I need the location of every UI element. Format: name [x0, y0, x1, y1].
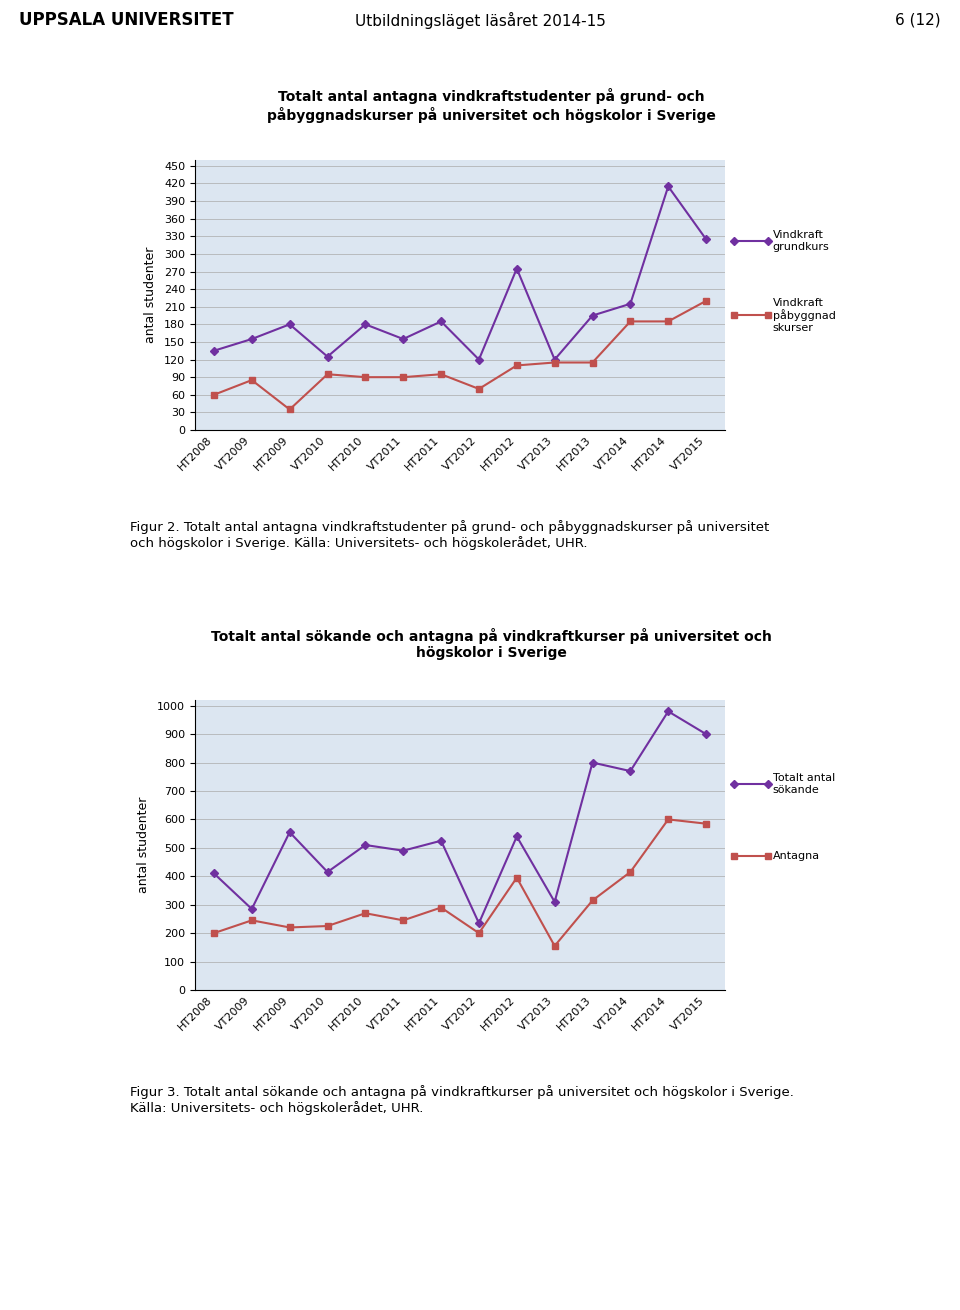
- Text: Vindkraft
påbyggnad
skurser: Vindkraft påbyggnad skurser: [773, 297, 835, 333]
- Text: Totalt antal
sökande: Totalt antal sökande: [773, 773, 835, 795]
- Text: Antagna: Antagna: [773, 852, 820, 861]
- Text: Vindkraft
grundkurs: Vindkraft grundkurs: [773, 231, 829, 252]
- Text: Totalt antal sökande och antagna på vindkraftkurser på universitet och
högskolor: Totalt antal sökande och antagna på vind…: [211, 627, 772, 660]
- Text: 6 (12): 6 (12): [895, 13, 941, 28]
- Text: Totalt antal antagna vindkraftstudenter på grund- och
påbyggnadskurser på univer: Totalt antal antagna vindkraftstudenter …: [267, 88, 716, 123]
- Y-axis label: antal studenter: antal studenter: [144, 246, 157, 343]
- Y-axis label: antal studenter: antal studenter: [137, 796, 151, 893]
- Text: Utbildningsläget läsåret 2014-15: Utbildningsläget läsåret 2014-15: [354, 12, 606, 29]
- Text: UPPSALA UNIVERSITET: UPPSALA UNIVERSITET: [19, 10, 234, 29]
- Text: Figur 3. Totalt antal sökande och antagna på vindkraftkurser på universitet och : Figur 3. Totalt antal sökande och antagn…: [130, 1085, 794, 1115]
- Text: Figur 2. Totalt antal antagna vindkraftstudenter på grund- och påbyggnadskurser : Figur 2. Totalt antal antagna vindkrafts…: [130, 520, 769, 550]
